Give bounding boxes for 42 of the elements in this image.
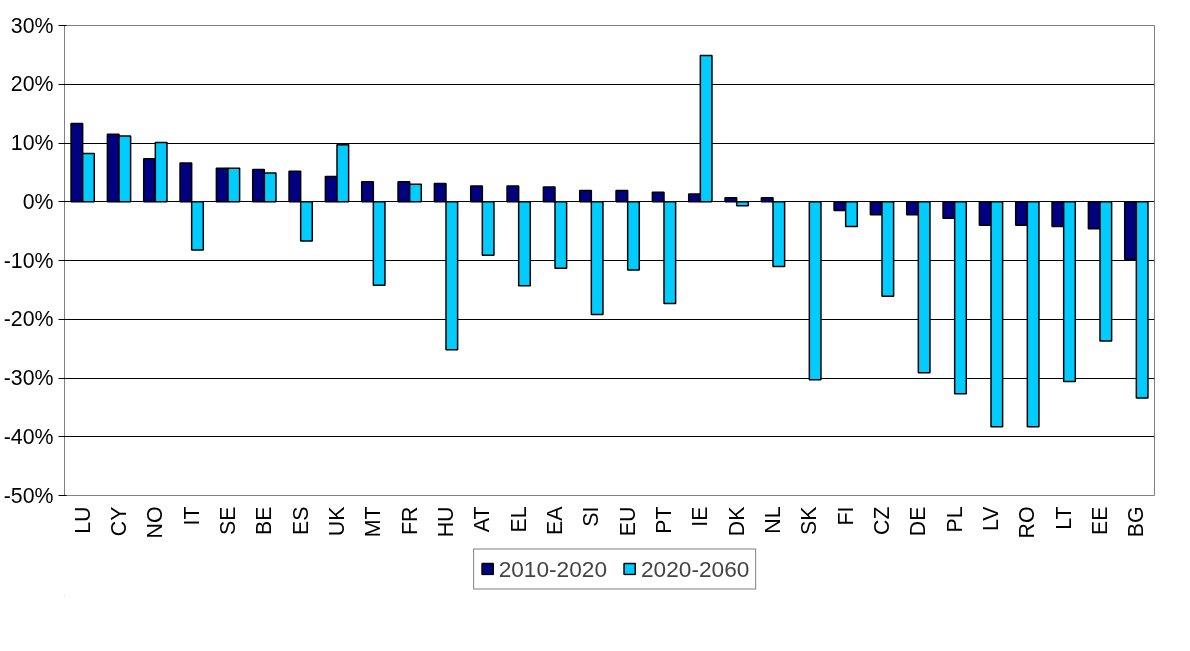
x-tick-label: PT — [652, 506, 676, 534]
y-tick-label: 30% — [10, 13, 54, 38]
x-tick-label: AT — [470, 506, 495, 533]
y-tick-label: -40% — [3, 424, 54, 449]
x-tick-label: EU — [615, 506, 640, 537]
x-tick-label: CZ — [870, 506, 894, 535]
x-tick-label: ES — [288, 506, 313, 535]
y-tick-label: -50% — [3, 483, 54, 508]
x-tick-label: BE — [252, 506, 277, 535]
x-tick-label: EL — [506, 506, 531, 533]
x-tick-label: PL — [942, 506, 967, 533]
x-tick-label: NO — [143, 506, 168, 539]
y-tick-label: 10% — [10, 131, 54, 155]
x-tick-label: CY — [107, 506, 131, 537]
x-tick-label: FR — [397, 506, 422, 535]
x-tick-label: IE — [688, 506, 713, 527]
x-tick-label: DE — [906, 506, 931, 537]
x-tick-label: LT — [1051, 506, 1076, 530]
x-tick-label: BG — [1124, 506, 1149, 538]
y-tick-label: 0% — [22, 189, 54, 214]
x-tick-label: LV — [979, 505, 1003, 531]
y-tick-label: 20% — [10, 72, 54, 97]
x-tick-label: DK — [724, 506, 749, 537]
x-tick-label: NL — [761, 506, 785, 534]
x-tick-label: HU — [434, 506, 458, 538]
x-tick-label: RO — [1015, 506, 1040, 539]
bar — [808, 201, 822, 381]
y-tick-label: -10% — [3, 248, 54, 273]
x-tick-label: SE — [216, 506, 240, 535]
y-tick-label: -30% — [3, 366, 54, 390]
legend-label: 2010-2020 — [498, 555, 607, 582]
x-tick-label: UK — [325, 506, 349, 537]
x-tick-label: MT — [361, 506, 386, 538]
y-tick-label: -20% — [3, 307, 54, 332]
x-tick-label: FI — [833, 506, 858, 526]
x-tick-label: EA — [543, 505, 567, 535]
x-tick-label: SI — [579, 506, 604, 527]
x-tick-label: SK — [797, 506, 822, 535]
x-tick-label: IT — [179, 506, 204, 526]
x-tick-label: EE — [1088, 506, 1112, 535]
x-tick-label: LU — [70, 506, 95, 534]
legend-label: 2020-2060 — [641, 555, 750, 582]
